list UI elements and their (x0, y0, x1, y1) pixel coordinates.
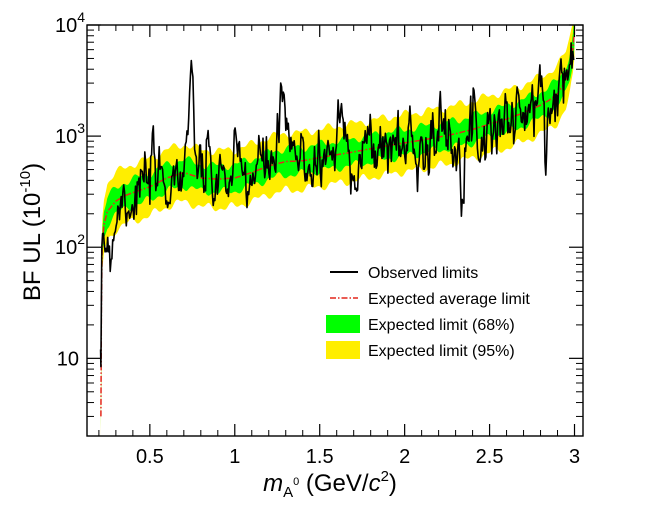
y-tick-label: 102 (55, 231, 85, 259)
legend-band-swatch (326, 315, 360, 333)
observed-limits-line (99, 42, 575, 368)
y-tick-label: 103 (55, 120, 85, 148)
band-68 (100, 25, 575, 430)
x-tick-label: 1.5 (306, 446, 334, 468)
legend-label: Expected limit (95%) (368, 343, 515, 360)
axis-labels: mA0 (GeV/c2) BF UL (10-10) (17, 163, 397, 501)
legend-label: Observed limits (368, 265, 478, 282)
x-tick-label: 2 (399, 446, 410, 468)
x-axis-title: mA0 (GeV/c2) (263, 468, 397, 501)
legend-label: Expected limit (68%) (368, 317, 515, 334)
legend-label: Expected average limit (368, 291, 530, 308)
y-tick-label: 104 (55, 9, 85, 37)
legend-band-swatch (326, 341, 360, 359)
x-tick-label: 3 (569, 446, 580, 468)
band-95 (100, 25, 575, 436)
plot-frame (86, 24, 584, 437)
y-tick-label: 10 (57, 348, 79, 370)
plot-area (99, 25, 576, 436)
y-axis-title: BF UL (10-10) (17, 163, 46, 301)
x-tick-label: 1 (229, 446, 240, 468)
axes: 0.5 1 1.5 2 2.5 3 10 102 103 104 (55, 9, 584, 468)
x-tick-label: 0.5 (136, 446, 164, 468)
legend: Observed limits Expected average limit Exp… (326, 265, 530, 360)
x-tick-label: 2.5 (476, 446, 504, 468)
